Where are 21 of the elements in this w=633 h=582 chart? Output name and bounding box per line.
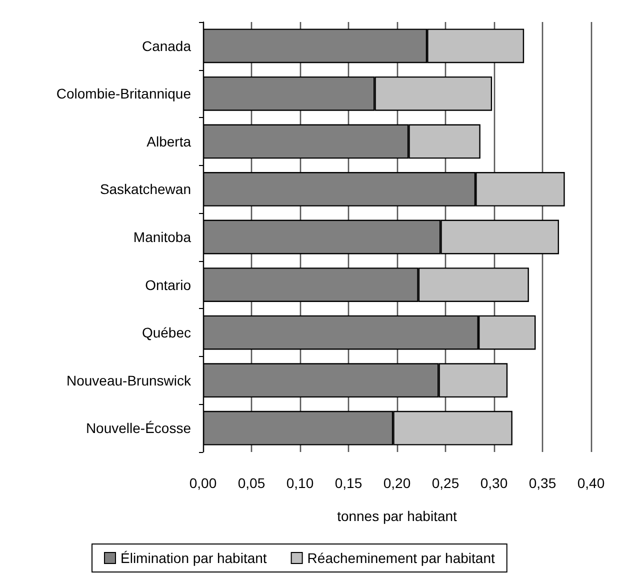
y-tick-label: Canada	[142, 38, 192, 54]
legend-label: Élimination par habitant	[120, 550, 267, 566]
x-tick-label: 0,40	[577, 475, 605, 491]
x-tick-label: 0,10	[286, 475, 314, 491]
x-tick-label: 0,30	[480, 475, 508, 491]
y-tick-label: Nouvelle-Écosse	[86, 420, 192, 436]
x-axis-title: tonnes par habitant	[337, 508, 458, 524]
y-tick-label: Saskatchewan	[100, 181, 191, 198]
y-tick-label: Québec	[142, 324, 191, 341]
x-tick-label: 0,35	[528, 475, 556, 491]
y-tick-label: Ontario	[145, 276, 192, 293]
y-tick-label: Nouveau-Brunswick	[66, 372, 192, 388]
y-tick-label: Alberta	[146, 133, 192, 150]
x-tick-label: 0,20	[383, 475, 411, 491]
y-tick-label: Manitoba	[133, 229, 192, 245]
legend-label: Réacheminement par habitant	[307, 550, 495, 566]
x-tick-label: 0,25	[432, 475, 460, 491]
x-tick-label: 0,15	[334, 475, 362, 491]
y-tick-label: Colombie-Britannique	[56, 86, 192, 102]
x-tick-label: 0,00	[189, 475, 217, 491]
x-tick-label: 0,05	[238, 475, 266, 491]
